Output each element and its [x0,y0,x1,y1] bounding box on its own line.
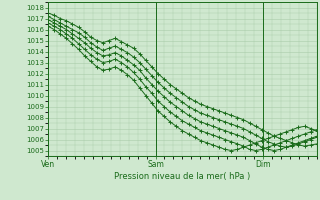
X-axis label: Pression niveau de la mer( hPa ): Pression niveau de la mer( hPa ) [114,172,251,181]
